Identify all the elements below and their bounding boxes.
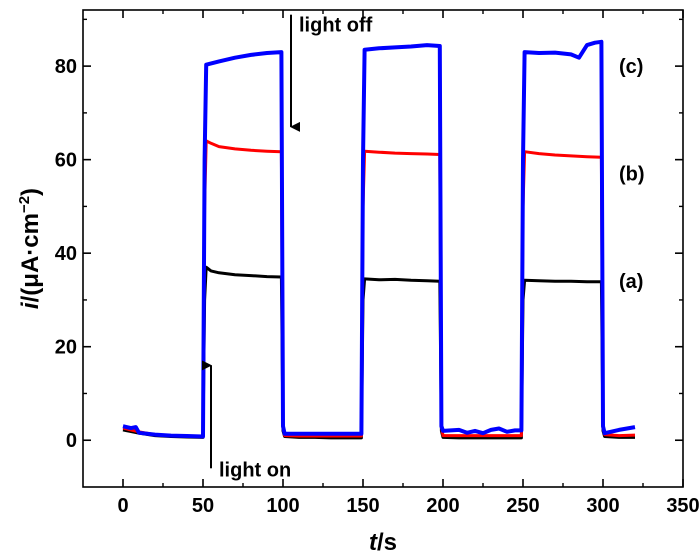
x-tick-label: 150 (346, 495, 379, 517)
annotations: light off light on (202, 15, 373, 481)
axis-ticks: 0 50 100 150 200 250 300 350 0 20 40 60 80 (55, 10, 700, 517)
x-tick-label: 350 (666, 495, 699, 517)
plot-frame (82, 9, 684, 488)
annotation-label: light on (219, 459, 291, 481)
y-tick-label: 20 (55, 337, 77, 359)
y-tick-label: 60 (55, 150, 77, 172)
x-tick-label: 250 (506, 495, 539, 517)
series-layer: (a) (b) (c) (122, 39, 645, 440)
annotation-label: light off (299, 15, 373, 37)
x-tick-label: 50 (192, 495, 214, 517)
series-line-a (122, 265, 635, 440)
y-axis-label: i/(μA·cm−2) (16, 188, 44, 309)
series-line-b (122, 139, 636, 438)
axis-labels: t/s i/(μA·cm−2) (16, 188, 397, 556)
series-label-c: (c) (619, 56, 643, 78)
series-line-c (122, 39, 636, 439)
y-tick-label: 0 (66, 430, 77, 452)
series-label-b: (b) (619, 164, 645, 186)
series-label-a: (a) (619, 271, 643, 293)
y-tick-label: 80 (55, 56, 77, 78)
x-tick-label: 0 (117, 495, 128, 517)
y-tick-label: 40 (55, 243, 77, 265)
x-tick-label: 300 (586, 495, 619, 517)
x-tick-label: 100 (266, 495, 299, 517)
x-tick-label: 200 (426, 495, 459, 517)
x-axis-label: t/s (369, 529, 397, 555)
